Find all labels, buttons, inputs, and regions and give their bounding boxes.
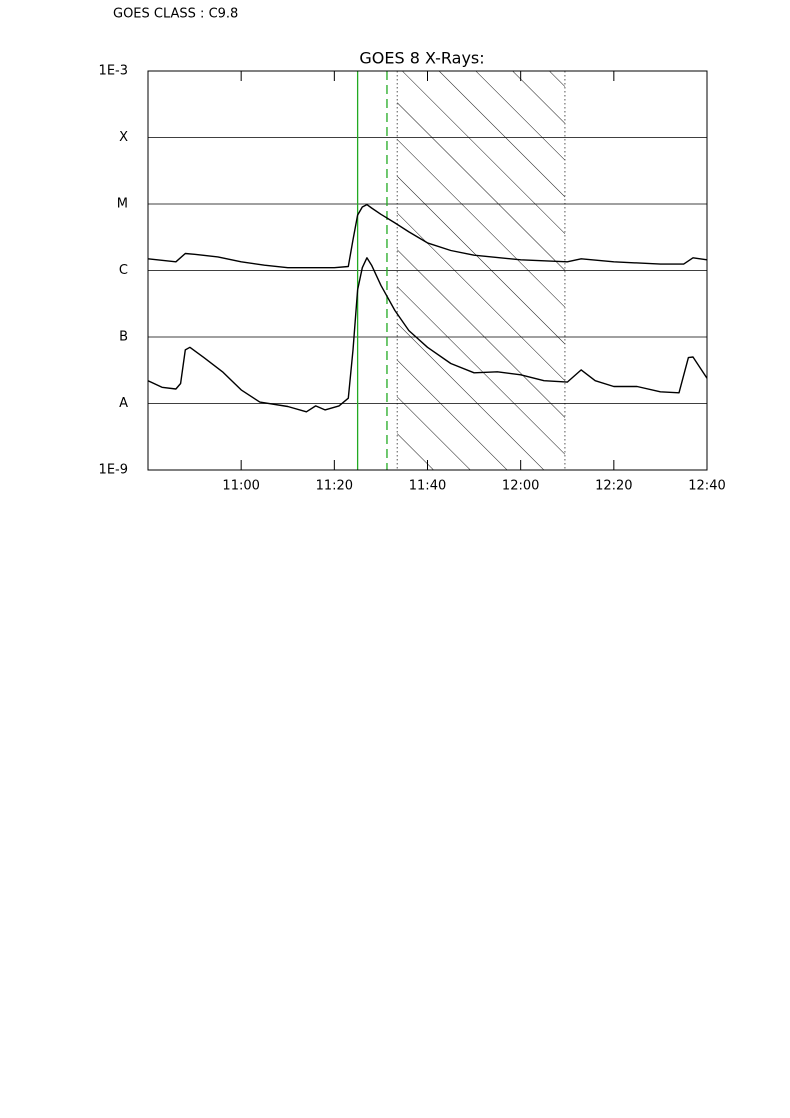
y-tick-label: 1E-3: [99, 64, 128, 79]
y-tick-label: M: [117, 197, 128, 212]
x-tick-label: 12:40: [688, 479, 725, 494]
flux-line: [147, 203, 708, 269]
x-tick-label: 12:20: [595, 479, 632, 494]
x-tick-label: 11:00: [222, 479, 259, 494]
x-tick-label: 11:20: [316, 479, 353, 494]
y-tick-label: 1E-9: [99, 463, 128, 478]
x-tick-label: 12:00: [502, 479, 539, 494]
y-tick-label: A: [119, 396, 128, 411]
y-tick-label: B: [119, 330, 128, 345]
goes-class: GOES CLASS : C9.8: [113, 7, 238, 22]
flux-line: [147, 257, 708, 413]
y-tick-label: C: [119, 263, 128, 278]
x-tick-label: 11:40: [409, 479, 446, 494]
plot-frame: [147, 70, 708, 471]
chart-title: GOES 8 X-Rays:: [359, 49, 484, 68]
y-tick-label: X: [119, 130, 128, 145]
